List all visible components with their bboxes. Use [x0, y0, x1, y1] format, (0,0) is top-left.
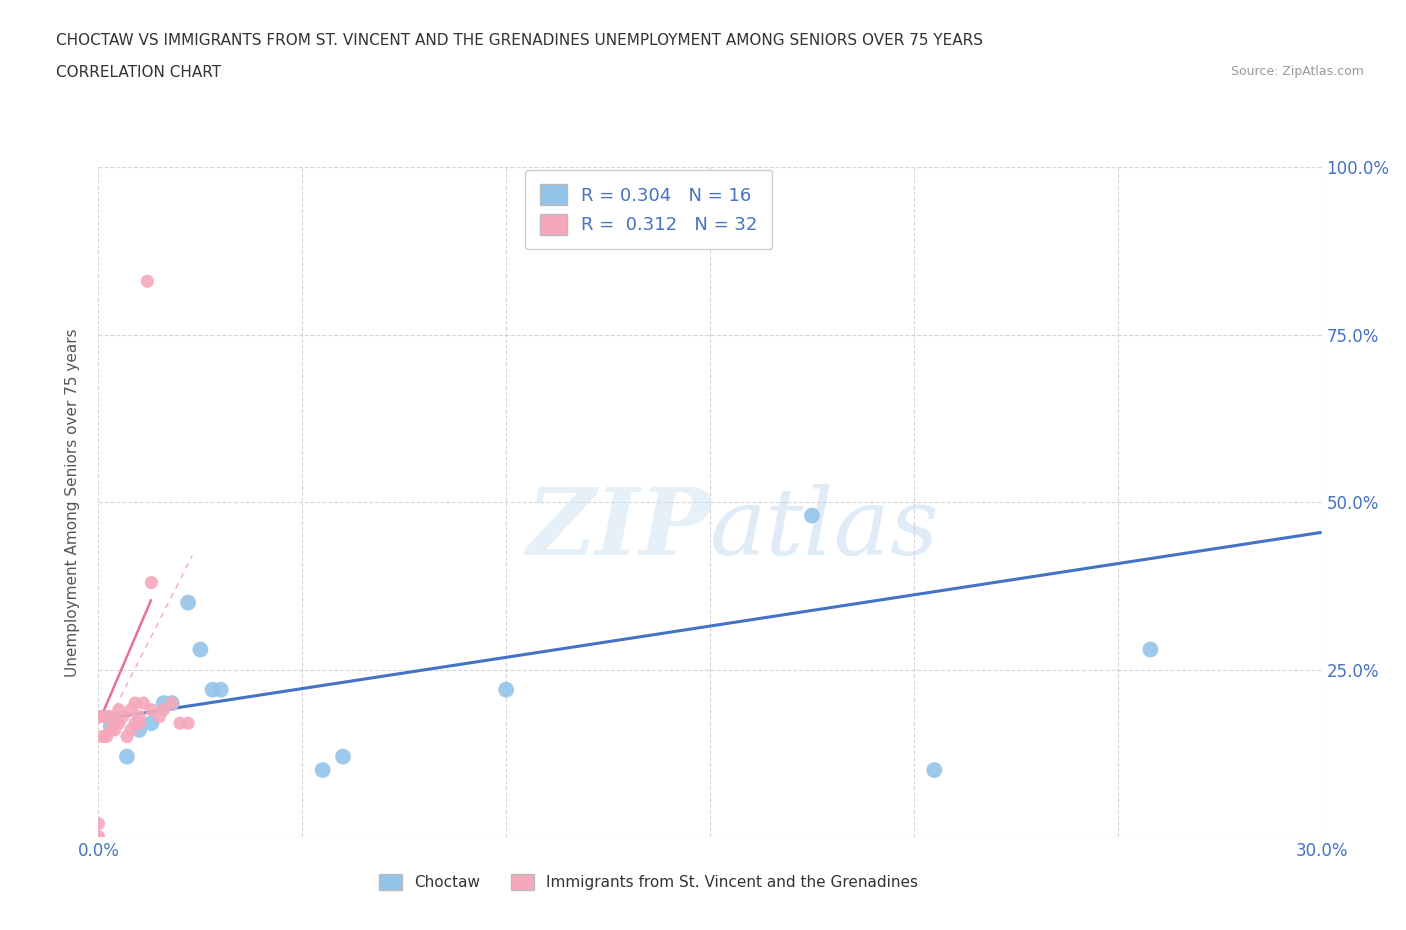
Point: [132, 696, 155, 711]
Point: [100, 719, 122, 734]
Point: [100, 709, 122, 724]
Point: [87, 830, 110, 844]
Point: [96, 729, 118, 744]
Point: [91, 709, 114, 724]
Point: [124, 696, 146, 711]
Legend: Choctaw, Immigrants from St. Vincent and the Grenadines: Choctaw, Immigrants from St. Vincent and…: [374, 868, 924, 897]
Point: [801, 508, 824, 523]
Point: [91, 729, 114, 744]
Point: [177, 595, 200, 610]
Point: [87, 830, 110, 844]
Point: [495, 683, 517, 698]
Point: [120, 723, 142, 737]
Point: [115, 750, 138, 764]
Point: [128, 723, 150, 737]
Point: [120, 702, 142, 717]
Point: [128, 709, 150, 724]
Text: CHOCTAW VS IMMIGRANTS FROM ST. VINCENT AND THE GRENADINES UNEMPLOYMENT AMONG SEN: CHOCTAW VS IMMIGRANTS FROM ST. VINCENT A…: [56, 33, 983, 47]
Text: Source: ZipAtlas.com: Source: ZipAtlas.com: [1230, 65, 1364, 78]
Point: [312, 763, 335, 777]
Point: [160, 696, 183, 711]
Point: [141, 716, 163, 731]
Point: [124, 716, 146, 731]
Point: [136, 273, 159, 288]
Point: [87, 817, 110, 831]
Point: [152, 702, 174, 717]
Point: [111, 709, 134, 724]
Point: [100, 723, 122, 737]
Point: [149, 709, 172, 724]
Point: [104, 716, 127, 731]
Point: [87, 709, 110, 724]
Point: [160, 696, 183, 711]
Point: [188, 642, 212, 657]
Point: [96, 709, 118, 724]
Point: [128, 716, 150, 731]
Point: [152, 696, 174, 711]
Point: [104, 723, 127, 737]
Text: atlas: atlas: [710, 484, 939, 574]
Point: [332, 750, 354, 764]
Point: [169, 716, 191, 731]
Point: [115, 729, 138, 744]
Point: [922, 763, 945, 777]
Point: [209, 683, 232, 698]
Y-axis label: Unemployment Among Seniors over 75 years: Unemployment Among Seniors over 75 years: [65, 328, 80, 676]
Point: [108, 702, 131, 717]
Point: [87, 830, 110, 844]
Point: [141, 575, 163, 590]
Text: CORRELATION CHART: CORRELATION CHART: [56, 65, 221, 80]
Point: [108, 716, 131, 731]
Point: [141, 702, 163, 717]
Point: [1139, 642, 1161, 657]
Text: ZIP: ZIP: [526, 484, 710, 574]
Point: [177, 716, 200, 731]
Point: [201, 683, 224, 698]
